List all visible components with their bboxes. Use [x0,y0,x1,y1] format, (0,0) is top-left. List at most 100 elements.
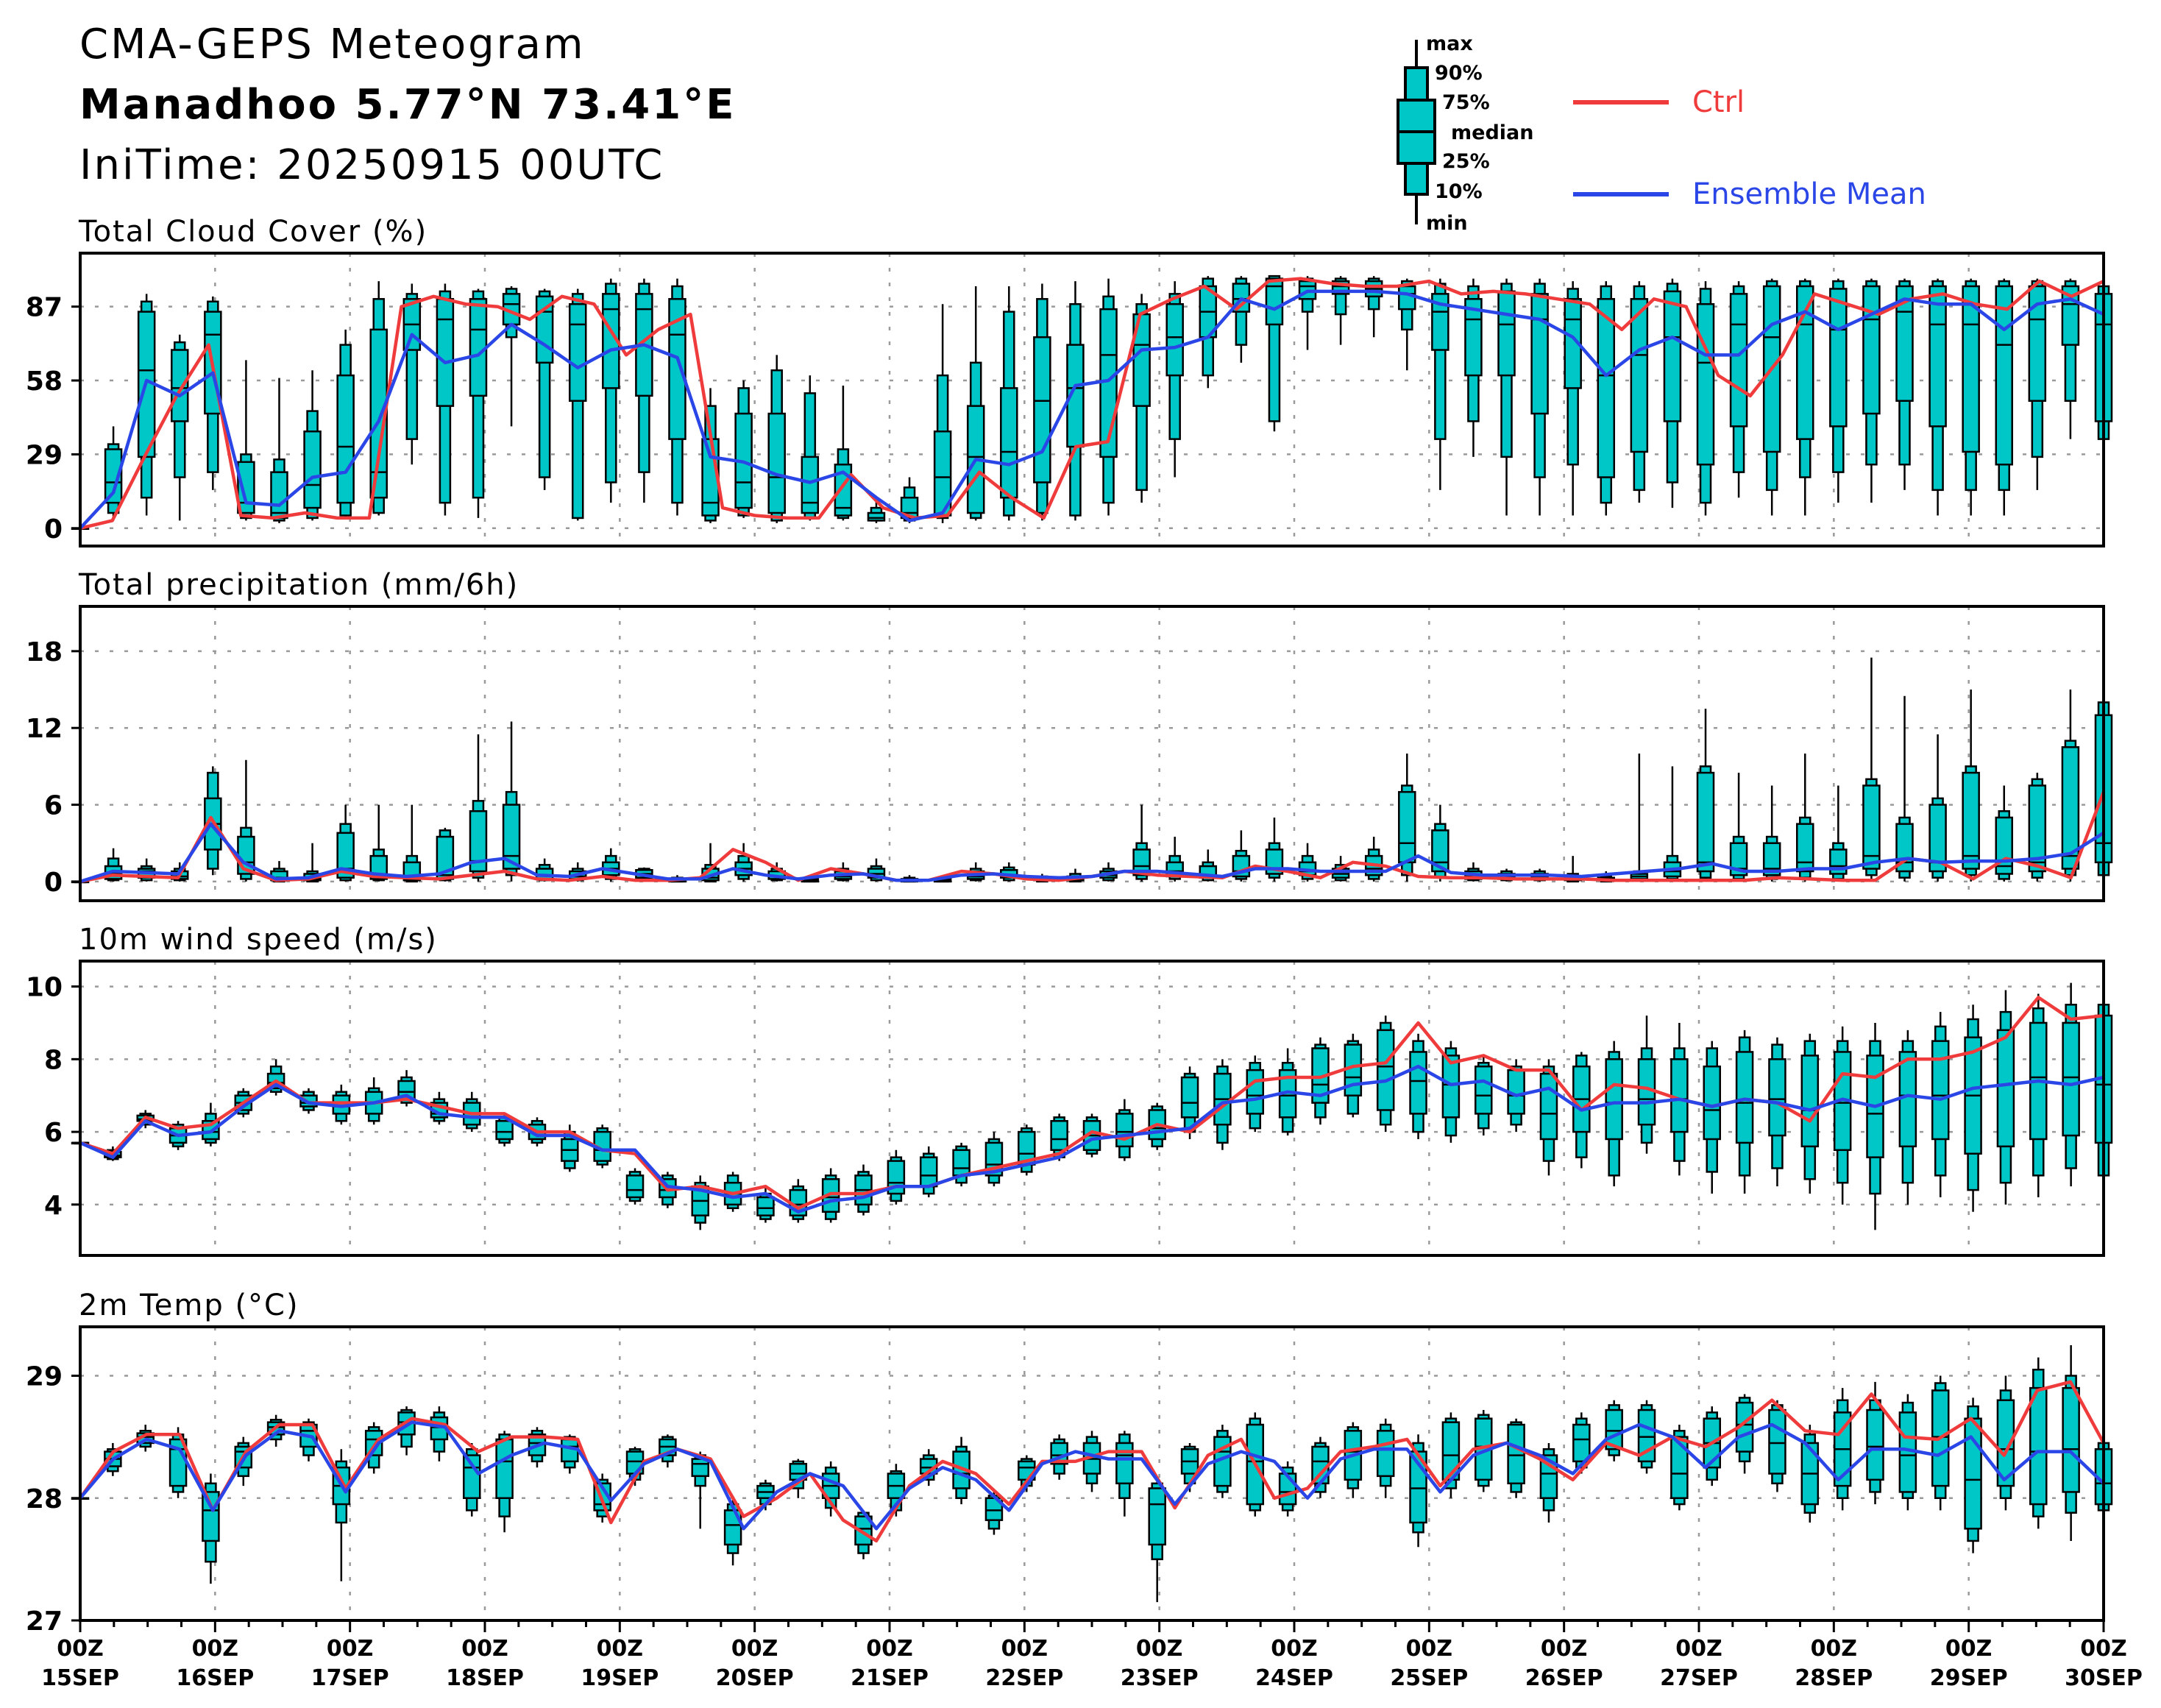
ensemble-mean-line [79,1420,2105,1531]
box-inner [1670,1058,1689,1133]
box-inner [2061,746,2080,870]
box-inner [2062,1386,2080,1493]
box-inner [1431,293,1449,351]
box-inner [237,461,255,514]
box-inner [502,804,521,870]
box-inner [1033,336,1051,483]
box-inner [1663,290,1682,422]
x-hour-label: 00Z [192,1636,239,1662]
x-date-label: 27SEP [1660,1665,1738,1691]
box-inner [952,1149,971,1177]
box-inner [1497,290,1516,377]
y-tick-label: 6 [44,791,63,821]
box-inner [495,1438,514,1499]
ensemble-mean-line [79,289,2104,530]
box-inner [1829,288,1848,428]
y-tick-label: 10 [26,973,63,1003]
box-inner [1735,1051,1754,1144]
x-date-label: 23SEP [1121,1665,1199,1691]
box-inner [270,471,288,520]
box-key: max 90% 75% median 25% 10% min [1397,32,1533,235]
box-inner [336,374,355,504]
x-date-label: 21SEP [851,1665,929,1691]
box-inner [1800,1055,1820,1148]
box-inner [568,302,587,402]
y-tick-label: 12 [26,714,63,744]
box-inner [1862,784,1881,870]
box-inner [1530,293,1549,415]
box-inner [1597,298,1616,478]
series-legend: Ctrl Ensemble Mean [1573,85,1926,211]
x-hour-label: 00Z [731,1636,778,1662]
box-inner [1409,1051,1427,1115]
box-inner [1246,1069,1265,1115]
x-hour-label: 00Z [1541,1636,1588,1662]
y-tick-label: 29 [26,440,63,470]
y-tick-label: 6 [44,1118,63,1148]
key-label: 90% [1435,62,1483,85]
x-date-label: 25SEP [1390,1665,1468,1691]
location-label: Manadhoo 5.77°N 73.41°E [79,81,737,129]
box-inner [1895,285,1914,402]
box-inner [1768,1058,1786,1137]
ctrl-line [79,277,2104,530]
box-inner [1376,1430,1395,1478]
box-inner [1928,804,1947,873]
box-inner [1637,1058,1656,1126]
x-date-label: 29SEP [1930,1665,2008,1691]
box-inner [919,1156,938,1188]
ctrl-line [79,996,2104,1211]
y-tick-label: 87 [26,293,63,323]
x-hour-label: 00Z [2080,1636,2127,1662]
box-inner [1441,1421,1461,1481]
box-inner [1696,771,1715,873]
box-inner [1796,823,1814,873]
box-inner [1115,1442,1134,1485]
box-inner [1605,1058,1623,1141]
key-label: 10% [1435,180,1483,203]
box-inner [854,1515,873,1546]
y-tick-label: 27 [26,1606,63,1637]
box-inner [1398,790,1416,864]
box-inner [1507,1423,1525,1485]
panel-frame [79,960,2105,1257]
panel-frame [79,252,2105,548]
box-inner [1964,1417,1982,1530]
y-tick-label: 8 [44,1045,63,1075]
box-inner [625,1174,645,1199]
key-label: 25% [1442,150,1490,173]
box-inner [2028,285,2047,402]
box-inner [1165,302,1184,377]
x-date-label: 16SEP [176,1665,254,1691]
box-inner [691,1458,709,1478]
box-inner [1431,829,1449,873]
box-inner [469,810,488,873]
box-inner [463,1454,481,1499]
ensemble-mean-line [79,1064,2104,1213]
x-date-label: 30SEP [2065,1665,2143,1691]
x-date-label: 17SEP [311,1665,389,1691]
y-tick-label: 18 [26,637,63,667]
y-tick-label: 58 [26,366,63,397]
box-inner [1670,1436,1689,1499]
x-hour-label: 00Z [866,1636,913,1662]
key-label: median [1451,121,1533,144]
x-hour-label: 00Z [1811,1636,1858,1662]
x-date-label: 15SEP [41,1665,119,1691]
x-hour-label: 00Z [1406,1636,1453,1662]
box-inner [1995,285,2014,466]
box-inner [1996,1029,2015,1148]
box-inner [1866,1408,1884,1481]
x-date-label: 24SEP [1255,1665,1333,1691]
panel-title: Total precipitation (mm/6h) [78,568,519,602]
key-label: min [1426,212,1468,235]
box-inner [1539,1072,1558,1141]
box-inner [1132,848,1151,876]
mean-legend-label: Ensemble Mean [1692,177,1926,211]
x-date-label: 28SEP [1795,1665,1873,1691]
box-inner [170,349,189,422]
box-inner [1148,1487,1166,1546]
box-inner [1862,285,1881,415]
x-date-label: 20SEP [716,1665,794,1691]
